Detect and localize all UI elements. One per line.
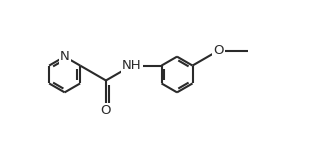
Text: NH: NH (122, 59, 141, 72)
Text: O: O (213, 44, 224, 57)
Text: O: O (101, 104, 111, 117)
Text: N: N (60, 50, 69, 63)
